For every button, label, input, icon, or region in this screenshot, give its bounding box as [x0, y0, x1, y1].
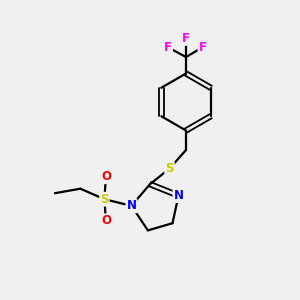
Text: O: O: [101, 214, 111, 227]
Text: O: O: [101, 170, 111, 183]
Text: F: F: [164, 41, 172, 54]
Text: N: N: [126, 199, 136, 212]
Text: N: N: [173, 189, 184, 202]
Text: F: F: [182, 32, 190, 45]
Text: S: S: [165, 162, 174, 175]
Text: S: S: [100, 193, 109, 206]
Text: F: F: [199, 41, 206, 54]
